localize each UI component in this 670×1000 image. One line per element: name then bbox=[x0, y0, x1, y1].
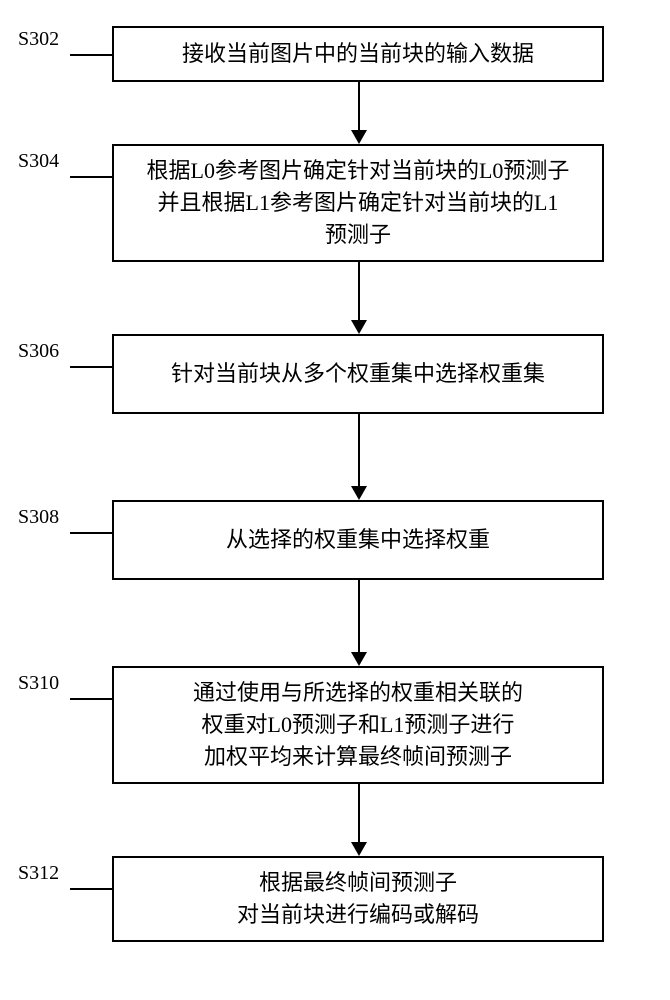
step-label-s306: S306 bbox=[18, 340, 59, 363]
arrow-shaft-s302 bbox=[358, 82, 360, 130]
step-label-s310: S310 bbox=[18, 672, 59, 695]
step-box-s306: 针对当前块从多个权重集中选择权重集 bbox=[112, 334, 604, 414]
arrow-shaft-s306 bbox=[358, 414, 360, 486]
arrow-head-s308 bbox=[351, 652, 367, 666]
arrow-shaft-s310 bbox=[358, 784, 360, 842]
step-text-s306: 针对当前块从多个权重集中选择权重集 bbox=[171, 358, 545, 390]
arrow-head-s302 bbox=[351, 130, 367, 144]
flowchart-canvas: { "layout": { "canvas_width": 670, "canv… bbox=[0, 0, 670, 1000]
step-tick-s306 bbox=[70, 366, 112, 368]
arrow-head-s304 bbox=[351, 320, 367, 334]
step-text-s308: 从选择的权重集中选择权重 bbox=[226, 524, 490, 556]
step-box-s308: 从选择的权重集中选择权重 bbox=[112, 500, 604, 580]
step-tick-s302 bbox=[70, 54, 112, 56]
step-text-s302: 接收当前图片中的当前块的输入数据 bbox=[182, 38, 534, 70]
step-tick-s310 bbox=[70, 698, 112, 700]
arrow-head-s306 bbox=[351, 486, 367, 500]
step-label-s308: S308 bbox=[18, 506, 59, 529]
step-box-s304: 根据L0参考图片确定针对当前块的L0预测子并且根据L1参考图片确定针对当前块的L… bbox=[112, 144, 604, 262]
arrow-shaft-s308 bbox=[358, 580, 360, 652]
step-label-s312: S312 bbox=[18, 862, 59, 885]
step-box-s312: 根据最终帧间预测子对当前块进行编码或解码 bbox=[112, 856, 604, 942]
step-tick-s308 bbox=[70, 532, 112, 534]
step-tick-s312 bbox=[70, 888, 112, 890]
arrow-shaft-s304 bbox=[358, 262, 360, 320]
step-text-s310: 通过使用与所选择的权重相关联的权重对L0预测子和L1预测子进行加权平均来计算最终… bbox=[193, 677, 523, 773]
arrow-head-s310 bbox=[351, 842, 367, 856]
step-label-s304: S304 bbox=[18, 150, 59, 173]
step-text-s304: 根据L0参考图片确定针对当前块的L0预测子并且根据L1参考图片确定针对当前块的L… bbox=[147, 155, 570, 251]
step-tick-s304 bbox=[70, 176, 112, 178]
step-text-s312: 根据最终帧间预测子对当前块进行编码或解码 bbox=[237, 867, 479, 931]
step-box-s302: 接收当前图片中的当前块的输入数据 bbox=[112, 26, 604, 82]
step-label-s302: S302 bbox=[18, 28, 59, 51]
step-box-s310: 通过使用与所选择的权重相关联的权重对L0预测子和L1预测子进行加权平均来计算最终… bbox=[112, 666, 604, 784]
